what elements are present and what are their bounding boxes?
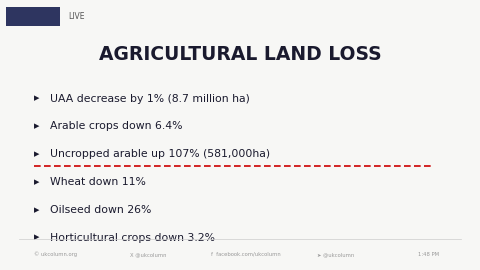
Text: Uncropped arable up 107% (581,000ha): Uncropped arable up 107% (581,000ha) <box>50 149 271 159</box>
Text: ▸: ▸ <box>34 205 39 215</box>
Text: Wheat down 11%: Wheat down 11% <box>50 177 146 187</box>
Text: ▸: ▸ <box>34 121 39 131</box>
Text: f  facebook.com/ukcolumn: f facebook.com/ukcolumn <box>211 252 281 257</box>
Text: © ukcolumn.org: © ukcolumn.org <box>34 252 77 257</box>
Text: Arable crops down 6.4%: Arable crops down 6.4% <box>50 121 183 131</box>
Text: AGRICULTURAL LAND LOSS: AGRICULTURAL LAND LOSS <box>99 45 381 63</box>
Text: 1:48 PM: 1:48 PM <box>418 252 439 257</box>
Text: X @ukcolumn: X @ukcolumn <box>130 252 166 257</box>
Text: ▸: ▸ <box>34 149 39 159</box>
Text: ▸: ▸ <box>34 232 39 243</box>
Text: ➤ @ukcolumn: ➤ @ukcolumn <box>317 252 354 257</box>
Text: ▸: ▸ <box>34 177 39 187</box>
Text: Horticultural crops down 3.2%: Horticultural crops down 3.2% <box>50 232 216 243</box>
Text: LIVE: LIVE <box>68 12 84 21</box>
Text: UKCOLUMN: UKCOLUMN <box>12 14 53 19</box>
Text: UAA decrease by 1% (8.7 million ha): UAA decrease by 1% (8.7 million ha) <box>50 93 250 104</box>
Text: ▸: ▸ <box>34 93 39 104</box>
Text: Oilseed down 26%: Oilseed down 26% <box>50 205 152 215</box>
